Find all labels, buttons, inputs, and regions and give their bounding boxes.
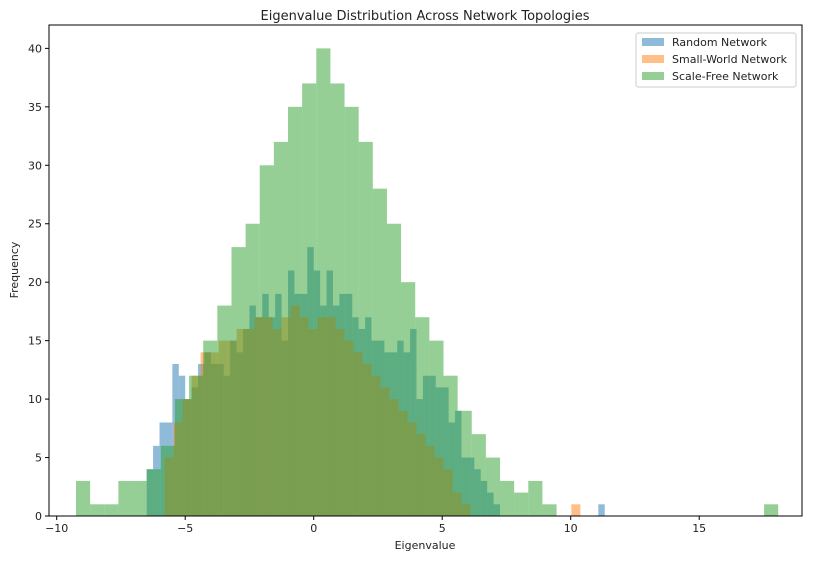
histogram-bar [415, 317, 430, 516]
histogram-bar [471, 434, 486, 516]
histogram-bar [245, 223, 260, 517]
histogram-bar [330, 83, 345, 516]
x-tick-label: −5 [177, 522, 193, 535]
histogram-bar [217, 305, 232, 516]
y-axis-label: Frequency [8, 241, 21, 298]
histogram-bar [174, 399, 190, 516]
series-scale-free-network [75, 48, 779, 517]
y-tick-label: 25 [28, 218, 42, 231]
histogram-bar [316, 48, 331, 516]
histogram-bar [386, 223, 402, 517]
x-axis-ticks: −10 −5 0 5 10 15 [45, 516, 706, 535]
histogram-bar [401, 282, 416, 516]
histogram-outlier-bar [598, 504, 605, 516]
histogram-bar [514, 492, 529, 516]
y-tick-label: 30 [28, 159, 42, 172]
histogram-bar [160, 445, 175, 516]
histogram-bar [485, 457, 501, 516]
chart-title: Eigenvalue Distribution Across Network T… [261, 9, 590, 24]
histogram-outlier-bar [571, 504, 581, 516]
bars-group [75, 48, 779, 517]
x-tick-label: 10 [564, 522, 578, 535]
histogram-bar [132, 480, 147, 516]
histogram-outlier-bar [764, 504, 779, 516]
histogram-bar [288, 106, 303, 516]
y-tick-label: 20 [28, 276, 42, 289]
histogram-bar [118, 480, 133, 516]
histogram-bar [372, 188, 387, 517]
y-tick-label: 10 [28, 393, 42, 406]
y-tick-label: 35 [28, 101, 42, 114]
histogram-bar [542, 504, 557, 516]
y-tick-label: 15 [28, 335, 42, 348]
y-tick-label: 5 [35, 452, 42, 465]
histogram-bar [358, 141, 373, 516]
y-tick-label: 0 [35, 510, 42, 523]
histogram-bar [259, 165, 274, 517]
x-axis-label: Eigenvalue [395, 539, 456, 552]
x-tick-label: −10 [45, 522, 68, 535]
legend-label: Small-World Network [672, 53, 788, 66]
histogram-bar [90, 504, 105, 516]
histogram-bar [146, 469, 161, 516]
histogram-bar [104, 504, 119, 516]
legend-swatch [642, 38, 664, 46]
histogram-bar [273, 141, 288, 516]
y-axis-ticks: 0 5 10 15 20 25 30 35 40 [28, 42, 49, 523]
histogram-bar [75, 480, 91, 516]
plot-frame [48, 24, 803, 517]
histogram-bar [302, 83, 317, 516]
x-tick-label: 15 [692, 522, 706, 535]
legend-box [635, 32, 797, 88]
legend-label: Random Network [672, 36, 768, 49]
histogram-bar [344, 106, 359, 516]
histogram-bar [203, 340, 218, 516]
legend-swatch [642, 72, 664, 80]
histogram-bar [429, 340, 444, 516]
legend: Random Network Small-World Network Scale-F… [635, 32, 797, 88]
legend-items: Random Network Small-World Network Scale-F… [642, 36, 788, 83]
y-tick-label: 40 [28, 42, 42, 55]
x-tick-label: 5 [439, 522, 446, 535]
legend-swatch [642, 55, 664, 63]
histogram-bar [457, 410, 472, 516]
histogram-bar [443, 375, 458, 516]
x-tick-label: 0 [310, 522, 317, 535]
histogram-bar [500, 480, 515, 516]
histogram-bar [231, 247, 246, 516]
histogram-bar [189, 375, 204, 516]
legend-label: Scale-Free Network [672, 70, 779, 83]
histogram-bar [528, 480, 543, 516]
